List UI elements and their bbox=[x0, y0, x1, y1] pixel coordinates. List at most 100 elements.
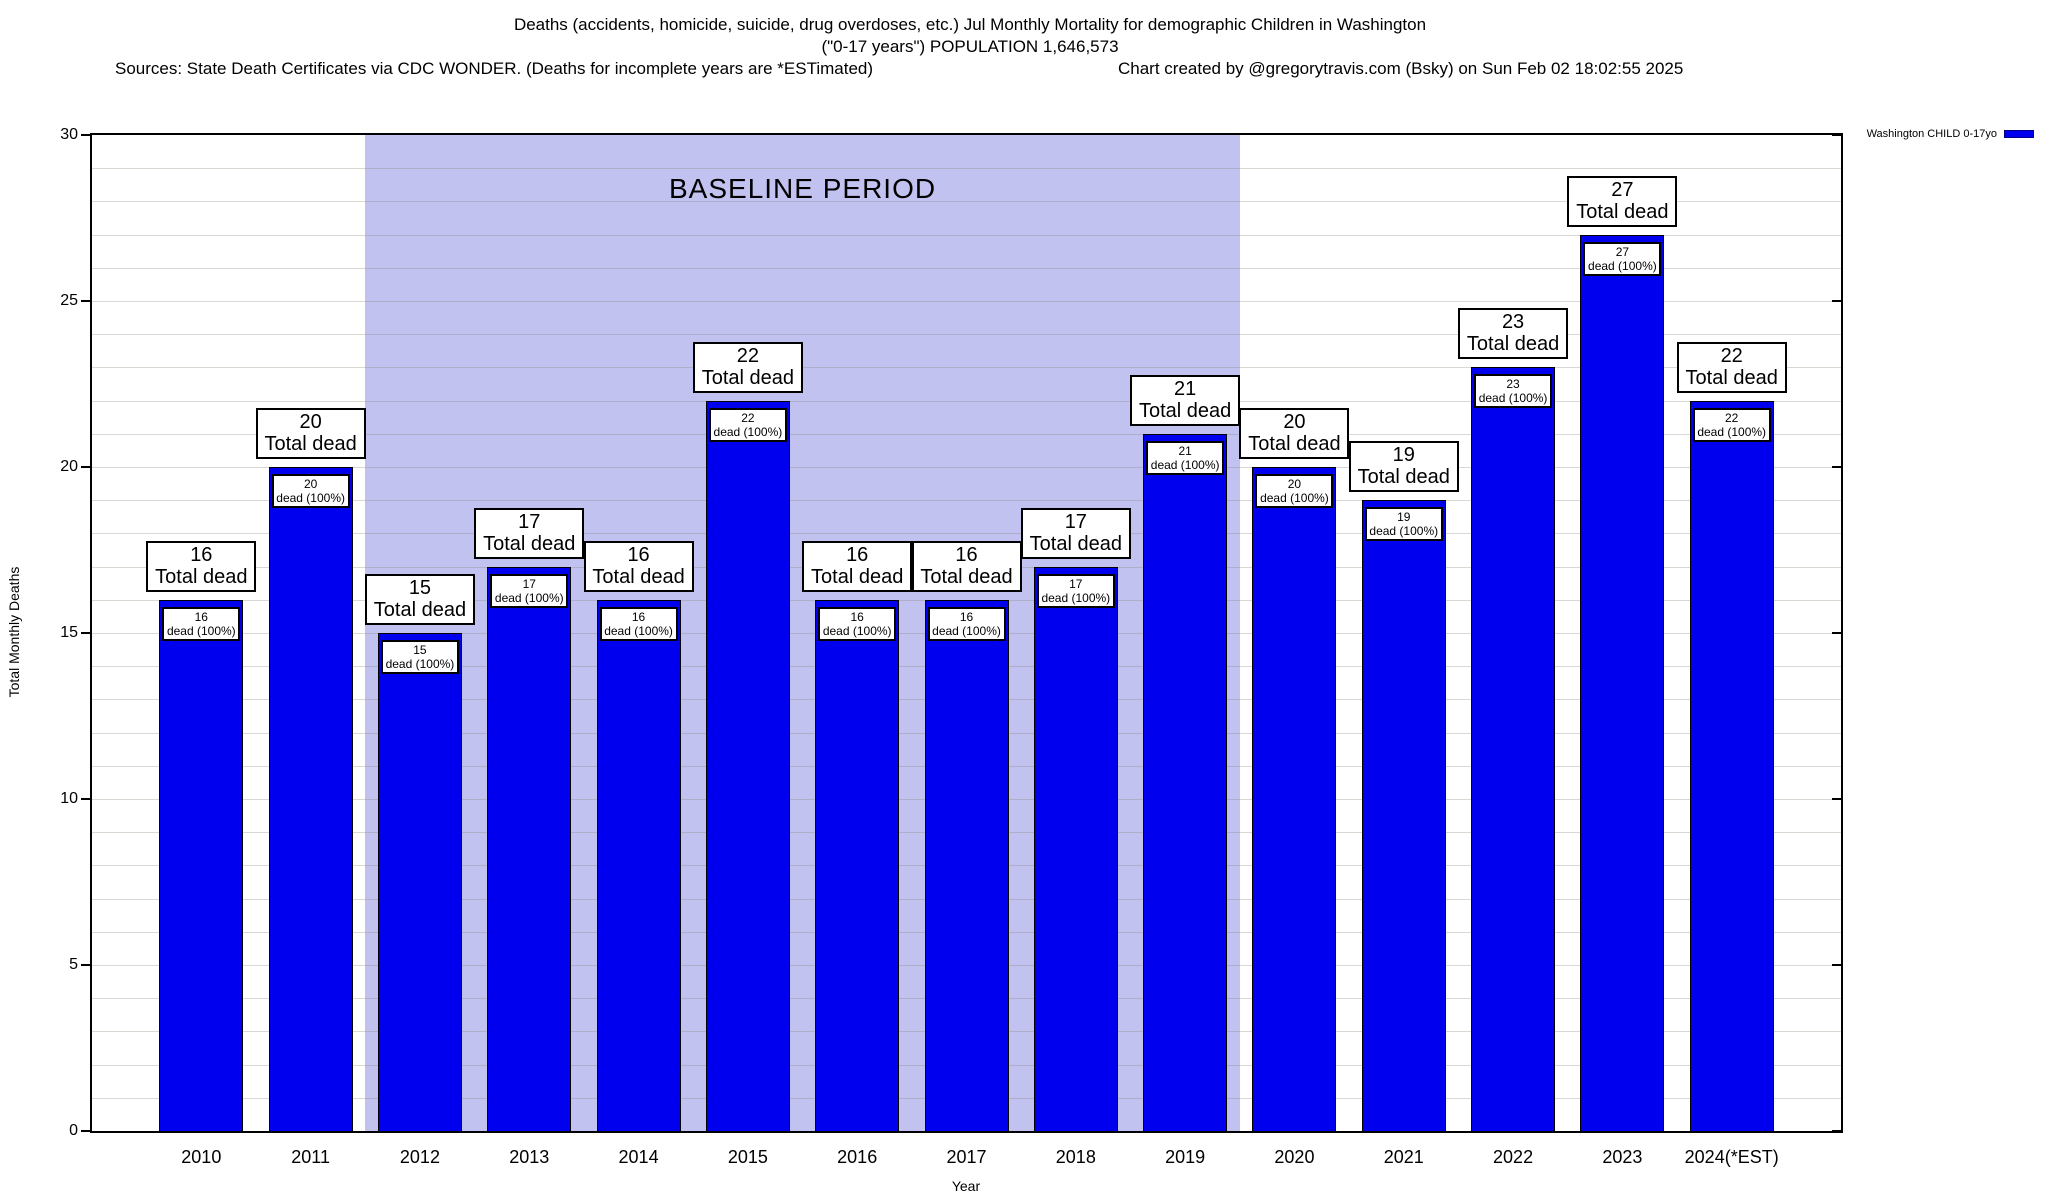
total-dead-text: Total dead bbox=[1138, 399, 1232, 422]
y-tick-label-5: 5 bbox=[69, 956, 78, 973]
total-dead-text: Total dead bbox=[592, 565, 685, 588]
dead-pct-label-2022: 23 dead (100%) bbox=[1474, 374, 1553, 409]
total-dead-value: 20 bbox=[1283, 411, 1306, 433]
dead-pct-value: 20 bbox=[303, 477, 318, 491]
x-tick-label-2010: 2010 bbox=[181, 1147, 222, 1167]
y-tick-mark-right-30 bbox=[1832, 134, 1841, 136]
total-dead-text: Total dead bbox=[155, 565, 248, 588]
y-axis-title: Total Monthly Deaths bbox=[6, 566, 22, 698]
bar-2013 bbox=[487, 566, 572, 1131]
x-tick-label-2021: 2021 bbox=[1383, 1147, 1424, 1167]
dead-pct-label-2011: 20 dead (100%) bbox=[271, 474, 350, 508]
dead-pct-value: 22 bbox=[1725, 410, 1739, 425]
dead-pct-label-2020: 20 dead (100%) bbox=[1255, 474, 1334, 508]
y-tick-mark-right-10 bbox=[1832, 798, 1841, 800]
total-dead-value: 17 bbox=[518, 510, 541, 533]
y-tick-label-0: 0 bbox=[69, 1122, 78, 1139]
x-tick-label-2020: 2020 bbox=[1274, 1147, 1315, 1167]
total-dead-text: Total dead bbox=[264, 433, 357, 455]
x-tick-label-2017: 2017 bbox=[946, 1147, 987, 1167]
total-dead-text: Total dead bbox=[1576, 200, 1669, 223]
y-tick-mark-right-20 bbox=[1832, 466, 1841, 468]
total-dead-value: 15 bbox=[408, 577, 432, 599]
x-tick-label-2013: 2013 bbox=[509, 1147, 550, 1167]
dead-pct-label-2019: 21 dead (100%) bbox=[1146, 440, 1225, 475]
total-dead-label-2011: 20 Total dead bbox=[255, 408, 366, 459]
dead-pct-value: 22 bbox=[741, 410, 755, 425]
total-dead-value: 16 bbox=[627, 543, 650, 566]
dead-pct-value: 21 bbox=[1178, 443, 1192, 458]
chart-title-line1: Deaths (accidents, homicide, suicide, dr… bbox=[513, 15, 1427, 34]
dead-pct-label-2021: 19 dead (100%) bbox=[1364, 507, 1443, 542]
y-tick-mark-right-5 bbox=[1832, 964, 1841, 966]
total-dead-value: 20 bbox=[299, 411, 322, 433]
dead-pct-text: dead (100%) bbox=[385, 657, 455, 671]
gridline-y24 bbox=[92, 334, 1841, 336]
y-tick-label-15: 15 bbox=[60, 624, 78, 641]
dead-pct-value: 16 bbox=[631, 609, 646, 624]
dead-pct-label-2018: 17 dead (100%) bbox=[1036, 573, 1115, 608]
dead-pct-value: 20 bbox=[1287, 477, 1302, 491]
legend: Washington CHILD 0-17yo bbox=[1867, 128, 2034, 140]
gridline-y29 bbox=[92, 168, 1841, 170]
total-dead-value: 23 bbox=[1501, 311, 1525, 334]
legend-color-swatch bbox=[2004, 130, 2034, 138]
bar-2022 bbox=[1471, 367, 1556, 1131]
bar-2017 bbox=[924, 599, 1009, 1131]
total-dead-text: Total dead bbox=[811, 565, 904, 588]
total-dead-value: 19 bbox=[1392, 444, 1415, 467]
x-tick-label-2018: 2018 bbox=[1055, 1147, 1096, 1167]
legend-series-label: Washington CHILD 0-17yo bbox=[1866, 128, 1997, 140]
x-tick-label-2019: 2019 bbox=[1165, 1147, 1206, 1167]
bar-2020 bbox=[1252, 467, 1337, 1131]
y-tick-mark-right-0 bbox=[1832, 1130, 1841, 1132]
dead-pct-text: dead (100%) bbox=[1041, 590, 1111, 605]
total-dead-value: 22 bbox=[1720, 344, 1743, 367]
total-dead-label-2017: 16 Total dead bbox=[911, 540, 1022, 592]
x-tick-label-2015: 2015 bbox=[727, 1147, 768, 1167]
dead-pct-text: dead (100%) bbox=[494, 590, 564, 605]
dead-pct-label-2017: 16 dead (100%) bbox=[927, 606, 1006, 641]
dead-pct-text: dead (100%) bbox=[1478, 391, 1548, 406]
dead-pct-value: 17 bbox=[1069, 576, 1083, 591]
chart-title-line2: ("0-17 years") POPULATION 1,646,573 bbox=[821, 37, 1119, 56]
x-axis-title: Year bbox=[951, 1178, 981, 1194]
gridline-y20 bbox=[92, 467, 1841, 468]
total-dead-text: Total dead bbox=[1685, 366, 1778, 389]
bar-2015 bbox=[705, 400, 790, 1131]
gridline-y25 bbox=[92, 301, 1841, 302]
gridline-y28 bbox=[92, 201, 1841, 203]
dead-pct-label-2023: 27 dead (100%) bbox=[1583, 241, 1662, 276]
total-dead-value: 22 bbox=[736, 344, 759, 367]
gridline-y22 bbox=[92, 400, 1841, 402]
total-dead-label-2016: 16 Total dead bbox=[802, 540, 913, 592]
bar-2012 bbox=[377, 633, 462, 1131]
dead-pct-text: dead (100%) bbox=[1150, 457, 1220, 472]
gridline-y21 bbox=[92, 433, 1841, 435]
total-dead-value: 17 bbox=[1064, 510, 1087, 533]
dead-pct-text: dead (100%) bbox=[604, 623, 673, 638]
dead-pct-label-2016: 16 dead (100%) bbox=[818, 606, 897, 641]
total-dead-text: Total dead bbox=[483, 532, 576, 555]
y-tick-mark-5 bbox=[81, 964, 91, 966]
dead-pct-text: dead (100%) bbox=[1697, 424, 1767, 439]
total-dead-text: Total dead bbox=[1248, 433, 1341, 455]
bar-2023 bbox=[1580, 234, 1665, 1131]
bar-2021 bbox=[1361, 500, 1446, 1131]
total-dead-text: Total dead bbox=[701, 366, 795, 389]
gridline-y26 bbox=[92, 267, 1841, 269]
dead-pct-text: dead (100%) bbox=[822, 623, 892, 638]
x-tick-label-2024(*EST): 2024(*EST) bbox=[1684, 1147, 1779, 1167]
dead-pct-text: dead (100%) bbox=[276, 491, 345, 505]
dead-pct-label-2012: 15 dead (100%) bbox=[380, 640, 459, 674]
gridline-y27 bbox=[92, 234, 1841, 236]
y-tick-mark-25 bbox=[81, 300, 91, 302]
x-tick-label-2023: 2023 bbox=[1602, 1147, 1643, 1167]
x-tick-label-2014: 2014 bbox=[618, 1147, 659, 1167]
dead-pct-text: dead (100%) bbox=[713, 424, 783, 439]
y-tick-mark-15 bbox=[81, 632, 91, 634]
y-tick-label-30: 30 bbox=[60, 126, 78, 143]
total-dead-value: 16 bbox=[190, 543, 213, 566]
gridline-y23 bbox=[92, 367, 1841, 369]
